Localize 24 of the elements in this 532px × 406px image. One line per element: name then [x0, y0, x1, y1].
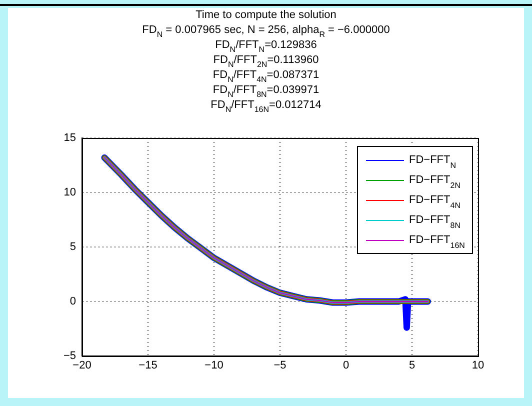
legend-label: FD−FFT$_{8N}$ [409, 214, 460, 230]
text: FD$_{N}$/FFT$_{2N}$=0.113960 [212, 53, 320, 69]
text: FD$_{N}$/FFT$_{N}$=0.129836 [214, 38, 318, 54]
x-tick-label: −10 [204, 360, 224, 372]
y-tick-label: 0 [70, 296, 76, 308]
x-tick-label: 10 [472, 360, 484, 372]
y-tick-label: 5 [70, 241, 76, 254]
legend-label: FD−FFT$_{16N}$ [409, 234, 465, 250]
x-tick-label: 0 [342, 360, 350, 372]
text: FD$_{N}$/FFT$_{16N}$=0.012714 [210, 98, 322, 114]
chart-title: Time to compute the solution [194, 8, 338, 23]
y-tick-label: 10 [64, 186, 76, 199]
legend-label: FD−FFT$_{2N}$ [409, 174, 460, 190]
x-tick-label: −15 [138, 360, 158, 372]
y-tick-label: 15 [64, 132, 76, 144]
legend-label: FD−FFT$_{4N}$ [409, 194, 460, 210]
y-tick-label: −5 [63, 350, 76, 362]
x-tick-label: −5 [274, 360, 286, 372]
chart-subtitle: FD$_{N}$ = 0.007965 sec, N = 256, alpha$_{R}$ = −6.000000 [141, 23, 391, 39]
text: FD$_{N}$/FFT$_{4N}$=0.087371 [212, 68, 320, 84]
text: FD$_{N}$/FFT$_{8N}$=0.039971 [212, 83, 320, 99]
x-tick-label: 5 [408, 360, 416, 372]
legend-label: FD−FFT$_{N}$ [409, 154, 456, 170]
x-tick-label: −20 [72, 360, 92, 372]
